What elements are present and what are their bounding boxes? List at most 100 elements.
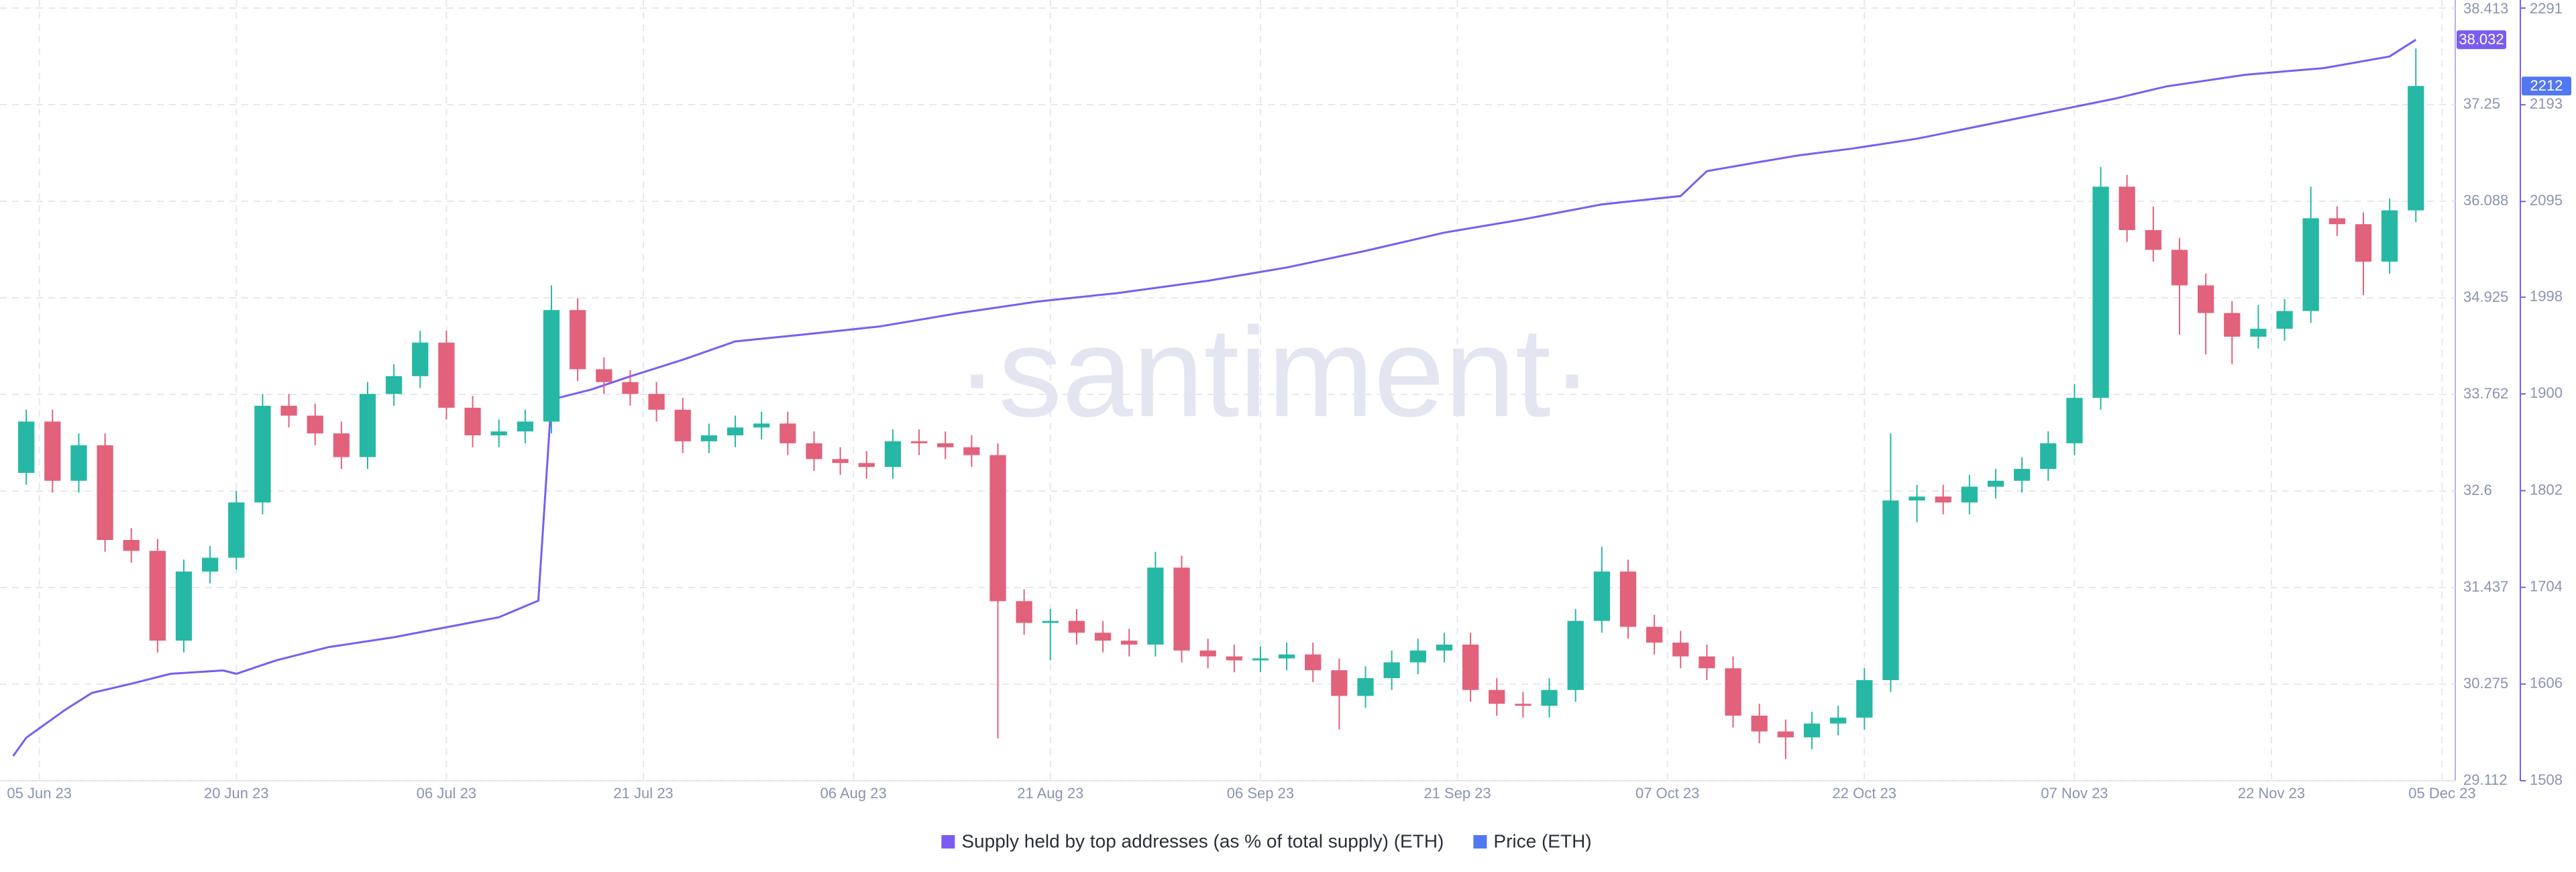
candle-body — [2171, 250, 2188, 286]
candle-body — [2328, 218, 2345, 225]
candle-body — [359, 394, 376, 457]
candle-body — [1409, 650, 1426, 663]
candle-body — [1436, 644, 1453, 651]
candle-body — [1567, 620, 1584, 690]
candle-body — [438, 342, 455, 408]
candle-body — [1909, 496, 1925, 501]
candle-body — [1856, 679, 1873, 718]
candle-body — [1042, 620, 1059, 623]
candle-body — [1672, 643, 1689, 657]
value-badge — [2457, 30, 2506, 50]
legend-swatch — [1473, 835, 1487, 849]
candle-body — [963, 447, 980, 455]
candle-body — [1829, 717, 1847, 724]
x-tick-label: 06 Sep 23 — [1227, 785, 1294, 802]
candle-body — [1961, 486, 1978, 503]
candle-body — [2145, 230, 2161, 250]
candle-body — [386, 376, 402, 394]
y2-tick-label: 2291 — [2530, 0, 2563, 17]
value-badge — [2522, 76, 2571, 96]
candle-body — [1199, 650, 1216, 657]
candle-body — [412, 342, 429, 376]
x-tick-label: 21 Sep 23 — [1424, 785, 1491, 802]
legend-swatch — [941, 835, 955, 849]
candle-body — [18, 421, 35, 473]
candle-body — [570, 310, 586, 370]
candle-body — [280, 405, 297, 416]
y2-tick-label: 1606 — [2530, 675, 2563, 692]
candle-body — [1725, 668, 1741, 716]
candle-body — [989, 455, 1006, 602]
y2-tick-label: 2193 — [2530, 95, 2563, 112]
legend-label: Price (ETH) — [1493, 830, 1591, 851]
candle-body — [727, 427, 744, 436]
candle-body — [1357, 677, 1374, 696]
y-tick-label: 33.762 — [2463, 385, 2508, 402]
y2-tick-label: 1508 — [2530, 771, 2563, 788]
candle-body — [517, 421, 534, 432]
y-tick-label: 37.25 — [2463, 95, 2500, 112]
y2-tick-label: 1998 — [2530, 288, 2563, 305]
y2-tick-label: 1900 — [2530, 384, 2563, 401]
candle-body — [1541, 690, 1558, 706]
candle-body — [1803, 723, 1821, 738]
candle-body — [2040, 443, 2057, 470]
watermark: ·santiment· — [956, 301, 1593, 443]
y-tick-label: 30.275 — [2463, 675, 2508, 692]
candle-body — [1646, 626, 1663, 643]
y-tick-label: 34.925 — [2463, 288, 2508, 305]
y2-tick-label: 1802 — [2530, 481, 2563, 498]
candle-body — [1016, 601, 1032, 623]
candle-body — [832, 459, 849, 464]
candle-body — [2355, 224, 2372, 262]
candle-body — [1226, 656, 1242, 661]
candle-body — [2013, 469, 2031, 481]
candle-body — [1173, 567, 1190, 651]
candle-body — [228, 502, 245, 558]
y2-tick-label: 2095 — [2530, 192, 2563, 209]
candle-body — [1619, 571, 1637, 627]
candle-body — [464, 407, 481, 436]
y-tick-label: 29.112 — [2463, 771, 2508, 788]
y-tick-label: 32.6 — [2463, 482, 2492, 498]
x-tick-label: 20 Jun 23 — [204, 785, 269, 802]
candle-body — [1068, 620, 1085, 633]
x-tick-label: 21 Jul 23 — [613, 785, 673, 802]
candle-body — [1121, 641, 1138, 645]
candle-body — [202, 557, 219, 572]
y-tick-label: 36.088 — [2463, 192, 2508, 209]
candle-body — [2197, 285, 2214, 313]
candle-body — [2276, 311, 2293, 329]
supply-line — [12, 38, 2417, 757]
legend: Supply held by top addresses (as % of to… — [941, 830, 1592, 851]
candle-body — [1515, 704, 1532, 706]
candle-body — [858, 463, 875, 468]
y2-tick-label: 1704 — [2530, 578, 2563, 594]
candle-body — [2381, 210, 2398, 262]
candle-body — [1751, 715, 1768, 732]
y-tick-label: 38.413 — [2463, 0, 2508, 17]
candle-body — [780, 423, 796, 443]
candle-body — [1987, 480, 2004, 487]
x-tick-label: 06 Aug 23 — [820, 785, 887, 802]
candle-body — [254, 405, 271, 503]
candle-body — [1383, 662, 1400, 678]
candle-body — [2302, 218, 2319, 311]
candle-body — [1252, 658, 1269, 661]
x-tick-label: 21 Aug 23 — [1017, 785, 1083, 802]
x-tick-label: 22 Oct 23 — [1833, 785, 1896, 802]
candle-body — [596, 369, 612, 382]
candle-body — [2250, 329, 2267, 337]
candle-body — [674, 409, 691, 441]
x-tick-label: 22 Nov 23 — [2238, 785, 2305, 802]
candle-body — [1935, 496, 1951, 503]
candle-body — [753, 423, 770, 428]
candle-body — [884, 441, 902, 468]
x-tick-label: 06 Jul 23 — [417, 785, 476, 802]
candle-body — [1777, 731, 1794, 738]
y-tick-label: 31.437 — [2463, 578, 2508, 595]
candle-body — [1147, 567, 1164, 645]
candle-body — [1489, 690, 1505, 704]
candle-body — [2408, 86, 2424, 211]
